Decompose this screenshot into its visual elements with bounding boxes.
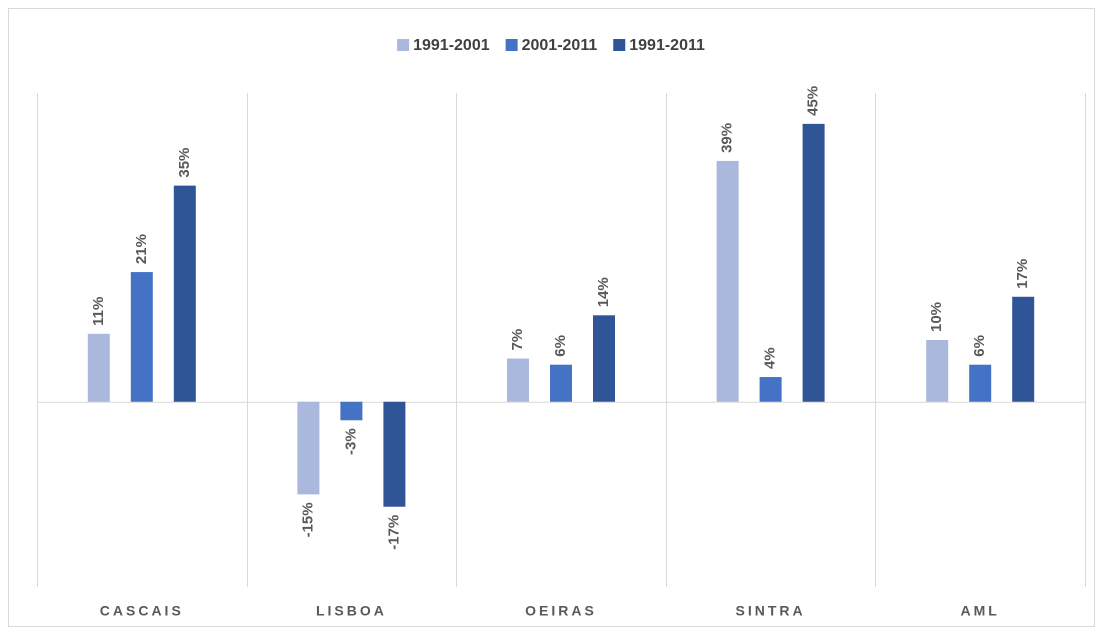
data-label: 35%	[176, 148, 193, 178]
data-label: 14%	[595, 277, 612, 307]
data-label: -15%	[299, 502, 316, 537]
bar	[969, 364, 992, 402]
data-label: 21%	[133, 234, 150, 264]
bar	[802, 123, 825, 402]
bar	[383, 401, 406, 507]
bar	[297, 401, 320, 495]
bar	[507, 358, 529, 402]
legend-label: 2001-2011	[522, 37, 598, 54]
data-label: 10%	[928, 302, 945, 332]
bar	[926, 340, 949, 402]
data-label: 17%	[1014, 259, 1031, 289]
bar	[550, 364, 572, 402]
bar	[340, 401, 363, 421]
bar	[716, 160, 739, 402]
x-tick-label: OEIRAS	[525, 603, 597, 619]
bar	[1012, 296, 1035, 402]
data-label: 7%	[509, 329, 526, 351]
data-label: -17%	[385, 515, 402, 550]
legend-swatch	[397, 39, 410, 51]
data-label: 45%	[805, 86, 822, 116]
data-label: 6%	[552, 335, 569, 357]
data-label: 39%	[719, 123, 736, 153]
data-label: 6%	[971, 335, 988, 357]
legend-swatch	[613, 39, 626, 51]
x-tick-label: SINTRA	[736, 603, 806, 619]
x-tick-label: LISBOA	[316, 603, 387, 619]
x-tick-label: AML	[961, 603, 1000, 619]
legend-label: 1991-2001	[413, 37, 490, 54]
legend-swatch	[505, 39, 518, 51]
data-label: -3%	[342, 428, 359, 455]
bar	[593, 315, 615, 402]
x-tick-label: CASCAIS	[100, 603, 184, 619]
data-label: 4%	[762, 347, 779, 369]
data-label: 11%	[90, 297, 107, 326]
bar	[173, 185, 196, 402]
bar	[759, 377, 782, 402]
legend-label: 1991-2011	[629, 37, 705, 54]
bar	[87, 333, 110, 402]
bar	[130, 272, 153, 402]
